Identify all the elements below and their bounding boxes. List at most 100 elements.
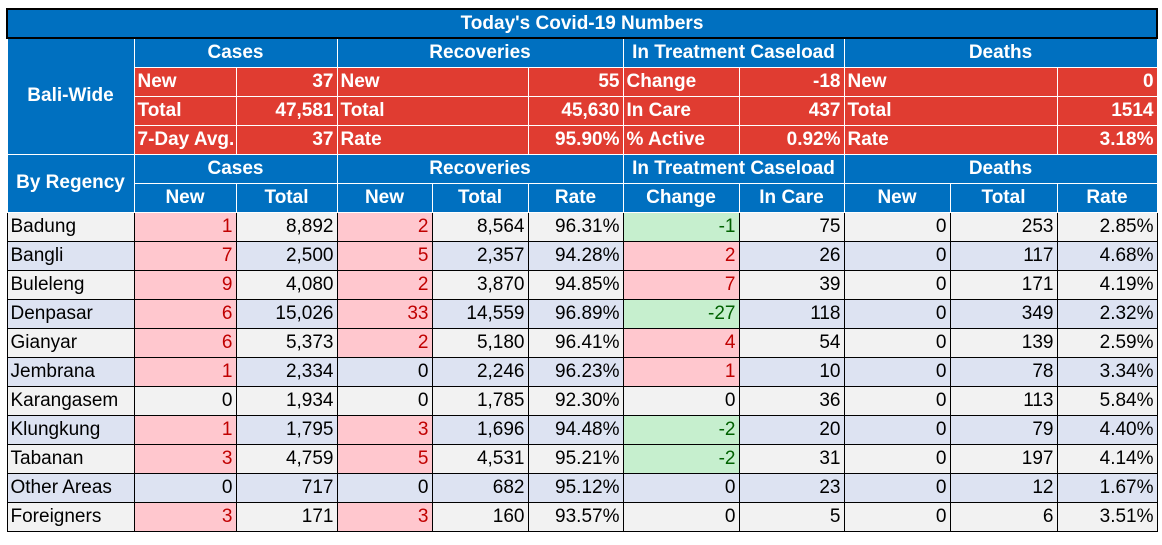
regency-group-recoveries: Recoveries (336, 153, 624, 184)
by-regency-label: By Regency (6, 153, 135, 213)
table-cell: 0 (843, 443, 951, 474)
table-row: Jembrana 1 2,334 0 2,246 96.23% 1 10 0 78 3.34% (6, 356, 1158, 387)
bali-row: Total 47,581 Total 45,630 In Care 437 To… (7, 95, 1158, 126)
table-cell: 23 (738, 472, 845, 503)
table-row: Karangasem 0 1,934 0 1,785 92.30% 0 36 0 113 5.84% (6, 385, 1158, 416)
table-cell: 0 (843, 385, 951, 416)
table-cell: 96.31% (527, 211, 624, 242)
table-row: Denpasar 6 15,026 33 14,559 96.89% -27 118 0 349 2… (6, 298, 1158, 329)
table-cell: 0 (843, 269, 951, 300)
table-row: Gianyar 6 5,373 2 5,180 96.41% 4 54 0 139 2.59% (6, 327, 1158, 358)
table-cell: 4 (622, 327, 740, 358)
table-cell: 0 (133, 472, 237, 503)
bali-row: New 37 New 55 Change -18 New 0 (7, 66, 1158, 97)
table-cell: 3 (133, 443, 237, 474)
regency-name: Badung (6, 211, 135, 242)
bali-value-cell: -18 (738, 66, 845, 97)
column-header: New (843, 182, 951, 213)
table-cell: 36 (738, 385, 845, 416)
table-cell: 197 (949, 443, 1058, 474)
table-cell: 4.40% (1056, 414, 1158, 445)
table-cell: 12 (949, 472, 1058, 503)
table-cell: 0 (133, 385, 237, 416)
table-cell: 3 (336, 501, 433, 532)
table-cell: 118 (738, 298, 845, 329)
table-cell: 0 (622, 501, 740, 532)
table-cell: -1 (622, 211, 740, 242)
regency-name: Bangli (6, 240, 135, 271)
table-cell: 5 (336, 240, 433, 271)
bali-value-cell: 0 (1056, 66, 1158, 97)
table-cell: 7 (133, 240, 237, 271)
regency-group-deaths: Deaths (843, 153, 1158, 184)
bali-value-cell: 55 (527, 66, 624, 97)
column-header: Rate (527, 182, 624, 213)
table-cell: 0 (843, 298, 951, 329)
table-cell: 31 (738, 443, 845, 474)
table-cell: 0 (336, 385, 433, 416)
column-header: Total (431, 182, 529, 213)
table-cell: 92.30% (527, 385, 624, 416)
table-cell: 54 (738, 327, 845, 358)
table-cell: 1 (133, 211, 237, 242)
bali-label-cell: New (843, 66, 1058, 97)
table-cell: 5 (336, 443, 433, 474)
table-cell: 94.85% (527, 269, 624, 300)
table-cell: 171 (949, 269, 1058, 300)
table-cell: 0 (843, 327, 951, 358)
table-cell: 95.12% (527, 472, 624, 503)
bali-label-cell: 7-Day Avg. (133, 124, 237, 155)
bali-value-cell: 0.92% (738, 124, 845, 155)
column-header: In Care (738, 182, 845, 213)
table-cell: 5,180 (431, 327, 529, 358)
table-cell: 94.48% (527, 414, 624, 445)
table-cell: 0 (843, 211, 951, 242)
table-cell: 2,246 (431, 356, 529, 387)
table-cell: 1 (133, 414, 237, 445)
table-cell: 1 (622, 356, 740, 387)
bali-label-cell: Change (622, 66, 740, 97)
table-row: Other Areas 0 717 0 682 95.12% 0 23 0 12 1.67% (6, 472, 1158, 503)
bali-label-cell: % Active (622, 124, 740, 155)
table-cell: 139 (949, 327, 1058, 358)
table-cell: 5 (738, 501, 845, 532)
table-cell: 0 (622, 472, 740, 503)
table-cell: 4.68% (1056, 240, 1158, 271)
table-cell: 78 (949, 356, 1058, 387)
bali-value-cell: 47,581 (235, 95, 338, 126)
bali-label-cell: Rate (336, 124, 529, 155)
table-cell: 682 (431, 472, 529, 503)
table-cell: 3 (336, 414, 433, 445)
bali-value-cell: 95.90% (527, 124, 624, 155)
table-cell: 96.89% (527, 298, 624, 329)
bali-label-cell: New (133, 66, 237, 97)
table-cell: 1.67% (1056, 472, 1158, 503)
table-cell: 253 (949, 211, 1058, 242)
table-cell: 1 (133, 356, 237, 387)
column-header: New (336, 182, 433, 213)
table-cell: 94.28% (527, 240, 624, 271)
table-title: Today's Covid-19 Numbers (5, 8, 1159, 39)
table-cell: 14,559 (431, 298, 529, 329)
bali-value-cell: 37 (235, 124, 338, 155)
regency-name: Denpasar (6, 298, 135, 329)
table-cell: 2 (336, 269, 433, 300)
table-cell: 113 (949, 385, 1058, 416)
table-cell: 2.85% (1056, 211, 1158, 242)
table-cell: 160 (431, 501, 529, 532)
column-header: Total (949, 182, 1058, 213)
bali-label-cell: Total (336, 95, 529, 126)
regency-name: Karangasem (6, 385, 135, 416)
table-cell: -2 (622, 443, 740, 474)
table-cell: 20 (738, 414, 845, 445)
regency-name: Foreigners (6, 501, 135, 532)
bali-row: 7-Day Avg. 37 Rate 95.90% % Active 0.92%… (7, 124, 1158, 155)
table-cell: -27 (622, 298, 740, 329)
table-cell: 96.41% (527, 327, 624, 358)
table-cell: 93.57% (527, 501, 624, 532)
table-cell: 6 (133, 298, 237, 329)
column-header: Total (235, 182, 338, 213)
table-cell: 4,759 (235, 443, 338, 474)
table-cell: 4.14% (1056, 443, 1158, 474)
table-cell: 171 (235, 501, 338, 532)
